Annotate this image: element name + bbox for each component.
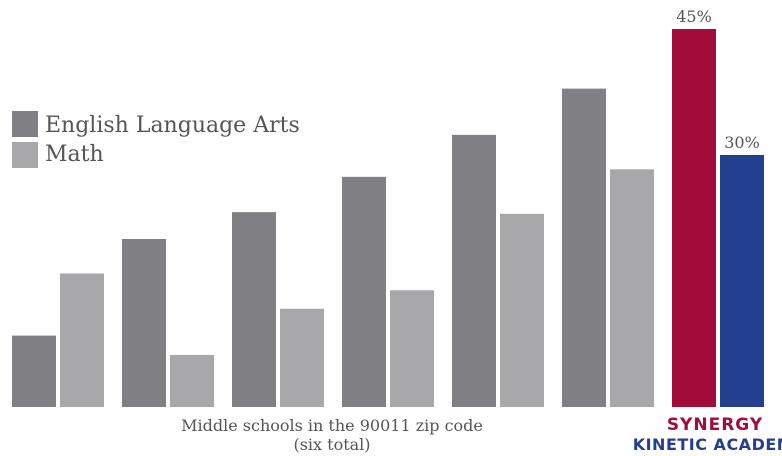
bar-school-5-english-language-arts — [452, 134, 496, 407]
bar-synergy-kinetic-academy-english-language-arts — [672, 29, 716, 407]
legend-swatch-math — [12, 142, 38, 168]
bar-school-4-english-language-arts — [342, 176, 386, 407]
legend: English Language Arts Math — [12, 111, 300, 168]
bar-school-2-math — [170, 354, 214, 407]
bar-school-6-math — [610, 169, 654, 407]
bar-school-2-english-language-arts — [122, 239, 166, 407]
legend-label-math: Math — [45, 142, 104, 167]
bar-school-1-english-language-arts — [12, 335, 56, 407]
data-label-math: 30% — [724, 133, 760, 152]
bar-school-5-math — [500, 213, 544, 407]
bar-school-3-english-language-arts — [232, 212, 276, 407]
value-labels-group: 45% 30% — [676, 7, 760, 152]
brand-name-line2: KINETIC ACADEMY — [633, 435, 782, 454]
x-axis-label-line2: (six total) — [293, 435, 370, 454]
x-axis-label: Middle schools in the 90011 zip code — [181, 416, 483, 435]
bars-group — [12, 29, 764, 407]
bar-school-4-math — [390, 290, 434, 407]
bar-school-3-math — [280, 308, 324, 407]
bar-synergy-kinetic-academy-math — [720, 155, 764, 407]
data-label-english-language-arts: 45% — [676, 7, 712, 26]
legend-label-ela: English Language Arts — [45, 113, 300, 138]
bar-school-1-math — [60, 273, 104, 407]
legend-swatch-ela — [12, 111, 38, 137]
brand-name-line1: SYNERGY — [667, 415, 763, 435]
bar-school-6-english-language-arts — [562, 88, 606, 407]
